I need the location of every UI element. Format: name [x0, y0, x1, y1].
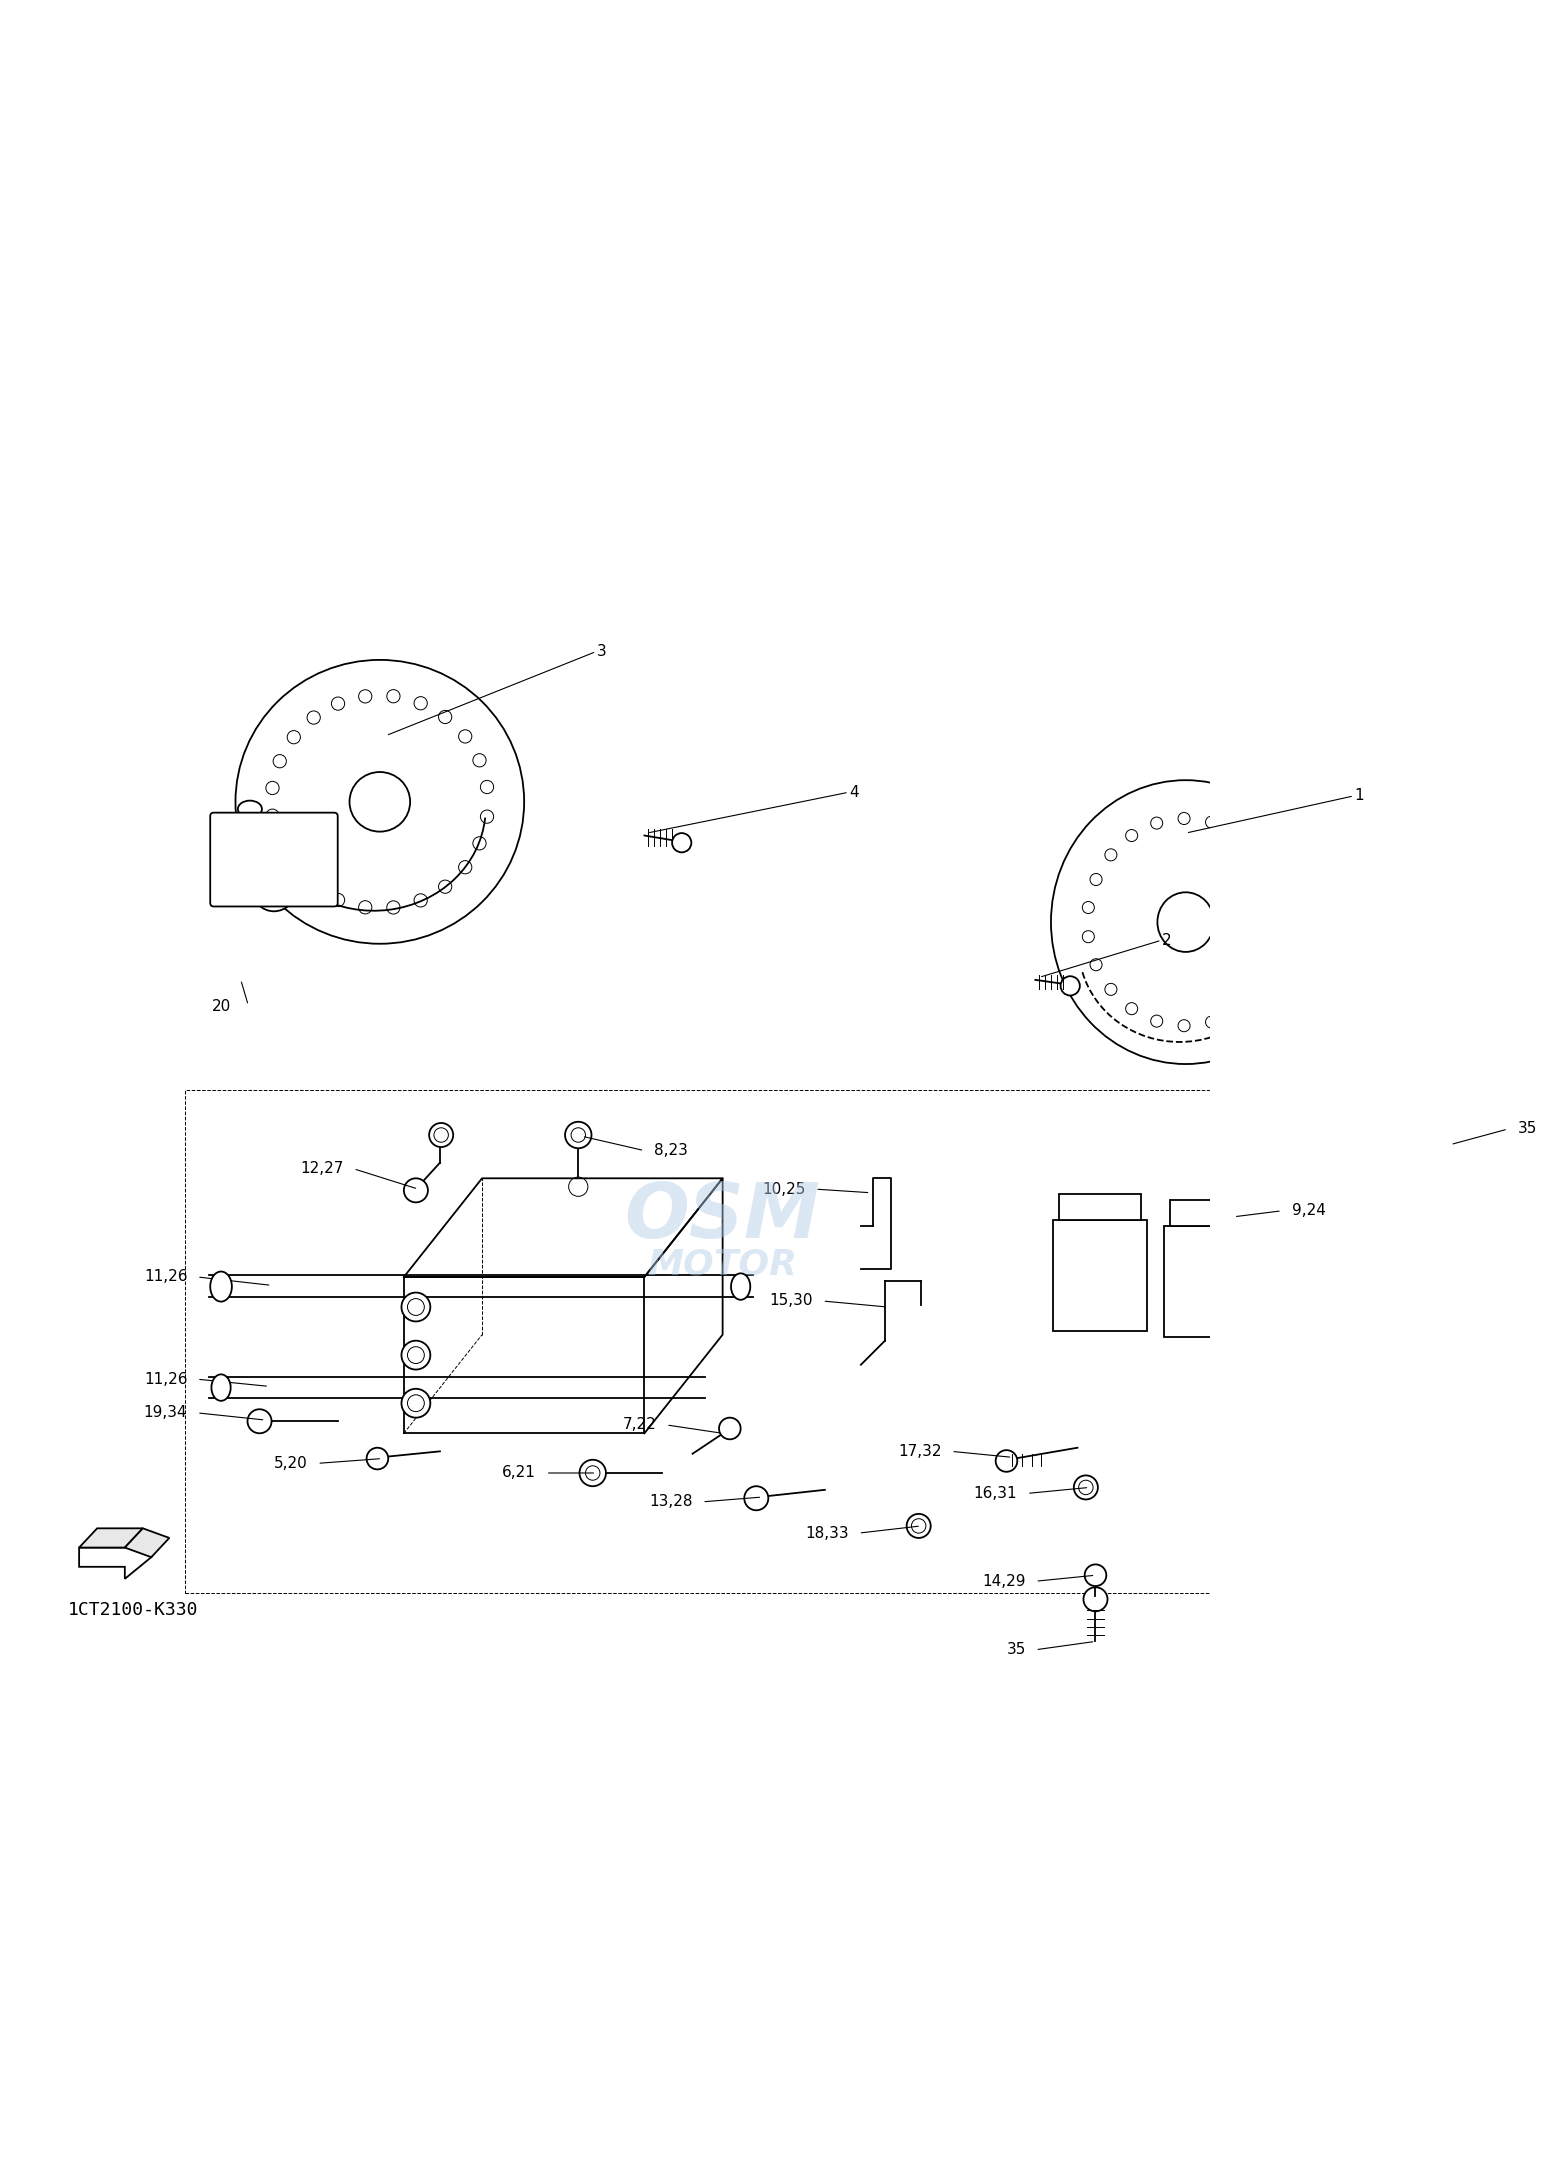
Text: 11,26: 11,26: [143, 1269, 188, 1285]
Ellipse shape: [731, 1274, 751, 1300]
Text: 35: 35: [1007, 1642, 1025, 1658]
Circle shape: [1079, 1481, 1093, 1494]
Circle shape: [1252, 1381, 1271, 1400]
Ellipse shape: [211, 1374, 231, 1400]
Circle shape: [248, 1409, 271, 1433]
Polygon shape: [125, 1529, 170, 1557]
Circle shape: [401, 1293, 430, 1322]
Circle shape: [401, 1389, 430, 1418]
Text: 9,24: 9,24: [1292, 1204, 1326, 1219]
Text: FWD: FWD: [97, 1549, 130, 1562]
Polygon shape: [79, 1529, 143, 1549]
Text: 18,33: 18,33: [805, 1527, 850, 1540]
Ellipse shape: [210, 1272, 231, 1302]
Text: 11,26: 11,26: [143, 1372, 188, 1387]
Text: 10,25: 10,25: [762, 1182, 805, 1197]
Polygon shape: [79, 1535, 151, 1579]
Circle shape: [745, 1485, 768, 1509]
Circle shape: [907, 1514, 931, 1538]
Circle shape: [211, 818, 236, 842]
Text: MOTOR: MOTOR: [648, 1248, 797, 1282]
Circle shape: [1073, 1474, 1098, 1501]
Circle shape: [261, 835, 287, 861]
Text: 7,22: 7,22: [623, 1418, 657, 1433]
Bar: [1053, 1221, 1147, 1330]
Text: OSM: OSM: [625, 1180, 820, 1254]
Circle shape: [580, 1459, 606, 1485]
Circle shape: [911, 1518, 925, 1533]
Circle shape: [569, 1178, 588, 1197]
Bar: [1170, 1200, 1252, 1226]
Text: 17,32: 17,32: [897, 1444, 942, 1459]
Circle shape: [1252, 1479, 1271, 1496]
Text: 20: 20: [211, 999, 231, 1014]
Circle shape: [564, 1121, 592, 1147]
Circle shape: [401, 1341, 430, 1370]
Bar: [1164, 1226, 1258, 1337]
Circle shape: [404, 1178, 429, 1202]
Circle shape: [1084, 1588, 1107, 1612]
Circle shape: [1084, 1564, 1106, 1586]
Text: 4: 4: [850, 785, 859, 800]
Circle shape: [253, 827, 296, 870]
Circle shape: [367, 1448, 389, 1470]
FancyBboxPatch shape: [210, 814, 338, 907]
Text: 2: 2: [1161, 933, 1172, 949]
Text: 15,30: 15,30: [769, 1293, 813, 1309]
Circle shape: [433, 1128, 449, 1143]
Text: 35: 35: [1517, 1121, 1537, 1136]
Text: 8,23: 8,23: [654, 1143, 688, 1158]
Text: 12,27: 12,27: [301, 1160, 344, 1176]
Circle shape: [1061, 977, 1079, 995]
Bar: [1059, 1193, 1141, 1221]
Circle shape: [407, 1298, 424, 1315]
Text: 19,34: 19,34: [143, 1405, 188, 1420]
Circle shape: [1439, 1134, 1460, 1156]
Circle shape: [211, 877, 236, 901]
Text: 1CT2100-K330: 1CT2100-K330: [68, 1601, 199, 1618]
Circle shape: [672, 833, 691, 853]
Text: 3: 3: [597, 643, 606, 659]
Text: 1: 1: [1354, 787, 1363, 803]
Circle shape: [429, 1123, 453, 1147]
Text: 6,21: 6,21: [503, 1466, 537, 1481]
Circle shape: [1252, 1431, 1271, 1448]
Circle shape: [407, 1346, 424, 1363]
Circle shape: [253, 868, 296, 912]
Circle shape: [586, 1466, 600, 1481]
Circle shape: [261, 877, 287, 903]
Circle shape: [719, 1418, 740, 1439]
Circle shape: [996, 1450, 1018, 1472]
Bar: [185, 1090, 1493, 1594]
Circle shape: [571, 1128, 586, 1143]
Text: 13,28: 13,28: [649, 1494, 692, 1509]
Circle shape: [407, 1396, 424, 1411]
Text: 5,20: 5,20: [274, 1457, 308, 1470]
Text: 14,29: 14,29: [982, 1575, 1025, 1588]
Text: 16,31: 16,31: [973, 1485, 1018, 1501]
